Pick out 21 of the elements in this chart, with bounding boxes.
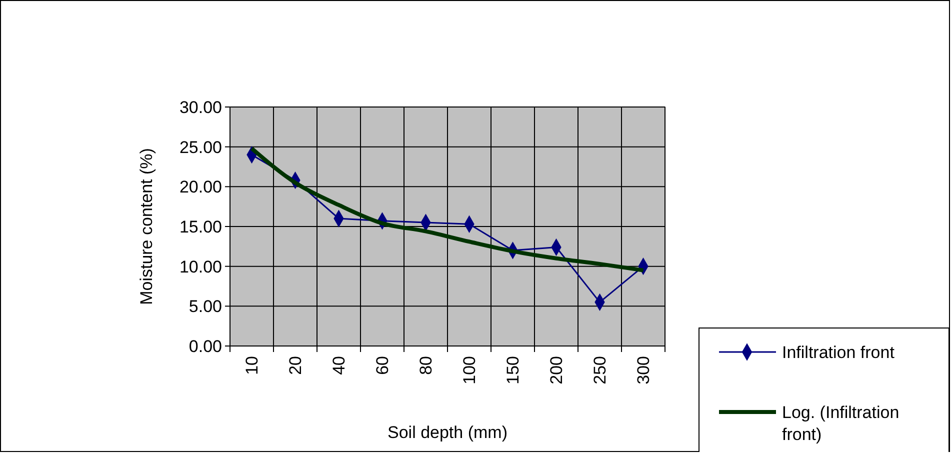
x-tick-label: 200	[547, 356, 566, 384]
legend-label: Infiltration front	[782, 342, 895, 362]
y-tick-label: 5.00	[188, 297, 222, 316]
y-tick-label: 10.00	[179, 257, 222, 276]
x-tick-label: 300	[634, 356, 654, 384]
y-tick-label: 20.00	[179, 178, 222, 197]
x-tick-label: 150	[504, 356, 523, 384]
x-tick-label: 100	[460, 356, 480, 384]
x-tick-label: 250	[590, 356, 610, 384]
x-tick-label: 80	[416, 356, 436, 375]
y-tick-label: 25.00	[179, 138, 222, 157]
y-tick-label: 15.00	[179, 217, 222, 236]
x-tick-label: 60	[373, 356, 392, 375]
y-tick-label: 30.00	[179, 98, 222, 117]
y-tick-label: 0.00	[188, 336, 222, 356]
y-axis-title: Moisture content (%)	[137, 148, 156, 305]
x-tick-label: 40	[330, 356, 349, 375]
x-axis-title: Soil depth (mm)	[388, 423, 508, 442]
legend-label: Log. (Infiltration front)	[782, 402, 900, 444]
x-tick-label: 10	[242, 356, 262, 375]
x-tick-label: 20	[286, 356, 306, 375]
